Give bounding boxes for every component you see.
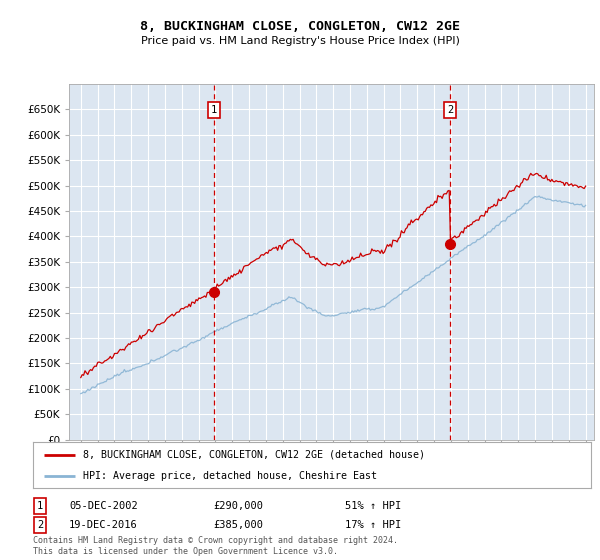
Text: 2: 2 <box>37 520 43 530</box>
Text: HPI: Average price, detached house, Cheshire East: HPI: Average price, detached house, Ches… <box>83 471 377 481</box>
Text: 8, BUCKINGHAM CLOSE, CONGLETON, CW12 2GE: 8, BUCKINGHAM CLOSE, CONGLETON, CW12 2GE <box>140 20 460 32</box>
Text: 1: 1 <box>211 105 217 115</box>
Text: 2: 2 <box>447 105 454 115</box>
Text: 1: 1 <box>37 501 43 511</box>
Text: 8, BUCKINGHAM CLOSE, CONGLETON, CW12 2GE (detached house): 8, BUCKINGHAM CLOSE, CONGLETON, CW12 2GE… <box>83 450 425 460</box>
Text: 05-DEC-2002: 05-DEC-2002 <box>69 501 138 511</box>
Text: 19-DEC-2016: 19-DEC-2016 <box>69 520 138 530</box>
Text: This data is licensed under the Open Government Licence v3.0.: This data is licensed under the Open Gov… <box>33 547 338 556</box>
Text: £385,000: £385,000 <box>213 520 263 530</box>
Text: £290,000: £290,000 <box>213 501 263 511</box>
Text: Contains HM Land Registry data © Crown copyright and database right 2024.: Contains HM Land Registry data © Crown c… <box>33 536 398 545</box>
Text: Price paid vs. HM Land Registry's House Price Index (HPI): Price paid vs. HM Land Registry's House … <box>140 36 460 46</box>
Text: 17% ↑ HPI: 17% ↑ HPI <box>345 520 401 530</box>
Text: 51% ↑ HPI: 51% ↑ HPI <box>345 501 401 511</box>
